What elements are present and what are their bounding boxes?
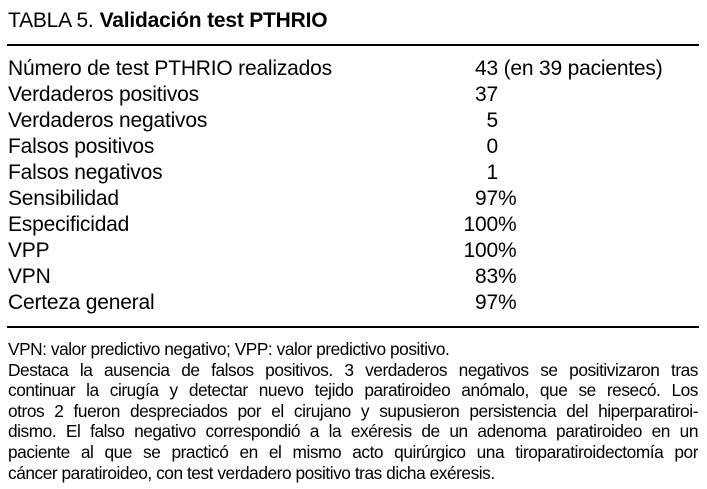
table-row: Falsos positivos 0 <box>8 134 699 160</box>
footnote-line: cáncer paratiroideo, con test verdadero … <box>8 462 495 483</box>
row-value: 97 <box>475 291 498 314</box>
row-value: 5 <box>486 109 499 132</box>
row-label: Falsos negativos <box>8 161 163 184</box>
footnote-line: dismo. El falso negativo correspondió a … <box>8 421 698 442</box>
row-value: 43 <box>475 57 498 80</box>
row-value: 83 <box>475 265 498 288</box>
row-value: 0 <box>486 135 499 158</box>
row-value: 37 <box>475 83 498 106</box>
footnote-line: paciente al que se practicó en el mismo … <box>8 441 698 462</box>
row-value-suffix: % <box>498 239 517 262</box>
row-label: Sensibilidad <box>8 187 119 210</box>
table-row: Sensibilidad 97% <box>8 186 699 212</box>
row-value: 97 <box>475 187 498 210</box>
row-value: 1 <box>486 161 499 184</box>
footnote-line: otros 2 fueron despreciados por el ciruj… <box>8 400 698 421</box>
table-footnote: VPN: valor predictivo negativo; VPP: val… <box>8 339 698 483</box>
row-value-suffix: % <box>498 291 517 314</box>
table-row: Falsos negativos 1 <box>8 160 699 186</box>
table-caption-title: Validación test PTHRIO <box>99 9 328 32</box>
table-row: Número de test PTHRIO realizados 43 (en … <box>8 56 699 82</box>
footnote-line: continuar la cirugía y detectar nuevo te… <box>8 380 698 401</box>
table-row: Certeza general 97% <box>8 290 699 316</box>
row-label: Falsos positivos <box>8 135 155 158</box>
table-row: Verdaderos positivos 37 <box>8 82 699 108</box>
top-rule <box>7 44 699 46</box>
table-row: Verdaderos negativos 5 <box>8 108 699 134</box>
table-caption: TABLA 5. Validación test PTHRIO <box>8 9 328 33</box>
row-value-suffix: % <box>498 213 517 236</box>
row-value: 100 <box>463 239 499 262</box>
row-value-suffix: % <box>498 187 517 210</box>
row-label: VPN <box>8 265 51 288</box>
row-label: Verdaderos negativos <box>8 109 208 132</box>
row-label: Certeza general <box>8 291 155 314</box>
table-row: Especificidad 100% <box>8 212 699 238</box>
table-caption-number: TABLA 5. <box>8 9 94 32</box>
table-row: VPN 83% <box>8 264 699 290</box>
row-label: Número de test PTHRIO realizados <box>8 57 332 80</box>
row-value: 100 <box>463 213 499 236</box>
footnote-line: Destaca la ausencia de falsos positivos.… <box>8 359 698 380</box>
footnote-abbreviations: VPN: valor predictivo negativo; VPP: val… <box>8 339 450 359</box>
row-value-suffix: % <box>498 265 517 288</box>
row-label: Especificidad <box>8 213 130 236</box>
row-value-suffix: (en 39 pacientes) <box>498 57 663 80</box>
row-label: VPP <box>8 239 50 262</box>
table-row: VPP 100% <box>8 238 699 264</box>
bottom-rule <box>7 326 699 328</box>
row-label: Verdaderos positivos <box>8 83 199 106</box>
stats-table: Número de test PTHRIO realizados 43 (en … <box>8 56 699 316</box>
